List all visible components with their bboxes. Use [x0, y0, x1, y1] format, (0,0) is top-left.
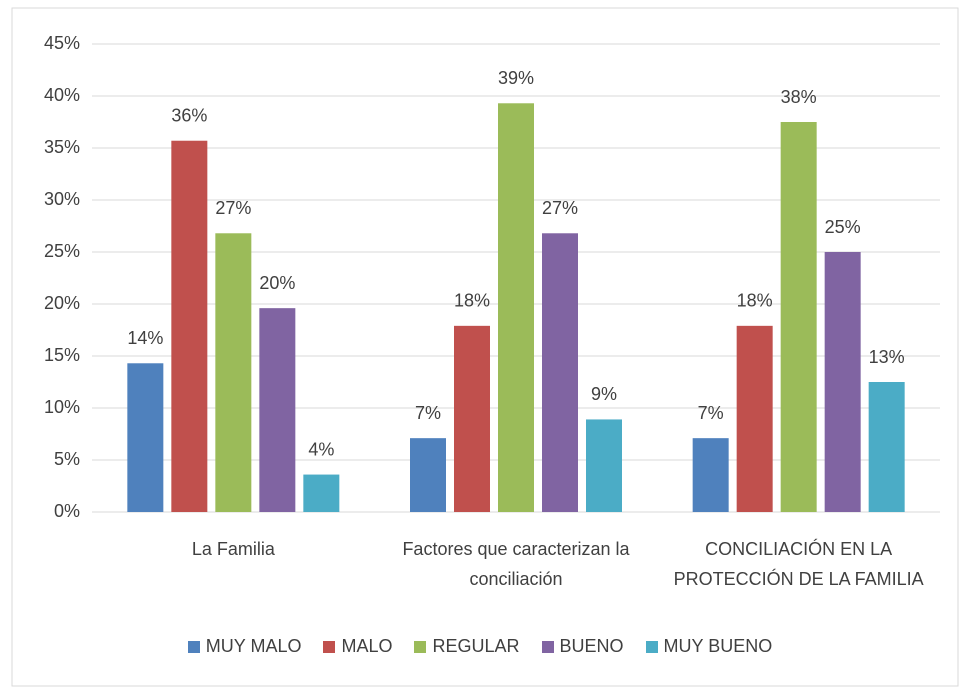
legend-swatch	[187, 640, 200, 653]
bar	[736, 325, 773, 512]
data-label: 18%	[454, 291, 490, 311]
data-label: 14%	[127, 328, 163, 348]
x-tick-label: La Familia	[191, 539, 275, 559]
bar	[692, 438, 729, 512]
legend-item: MUY MALO	[187, 636, 302, 657]
data-label: 7%	[698, 403, 724, 423]
bar	[171, 140, 208, 512]
data-label: 9%	[591, 384, 617, 404]
bar	[303, 474, 340, 512]
legend-item: MALO	[323, 636, 392, 657]
y-tick-label: 20%	[44, 293, 80, 313]
legend-item: BUENO	[541, 636, 624, 657]
y-tick-label: 0%	[54, 501, 80, 521]
legend-swatch	[645, 640, 658, 653]
bar	[215, 233, 252, 512]
bar	[454, 325, 490, 512]
legend-swatch	[323, 640, 336, 653]
legend-item: MUY BUENO	[645, 636, 773, 657]
bar	[498, 103, 534, 512]
y-tick-label: 25%	[44, 241, 80, 261]
x-tick-label: Factores que caracterizan la conciliació…	[402, 539, 630, 589]
legend-label: MUY BUENO	[663, 636, 773, 656]
bar	[824, 252, 861, 512]
y-tick-label: 40%	[44, 85, 80, 105]
data-label: 39%	[498, 68, 534, 88]
data-label: 20%	[259, 273, 295, 293]
bar	[410, 438, 446, 512]
x-tick-label: CONCILIACIÓN EN LA PROTECCIÓN DE LA FAMI…	[673, 539, 924, 589]
bar	[542, 233, 578, 512]
data-label: 38%	[781, 87, 817, 107]
legend-label: MUY MALO	[205, 636, 302, 656]
data-label: 4%	[308, 439, 334, 459]
y-tick-label: 30%	[44, 189, 80, 209]
data-label: 25%	[825, 217, 861, 237]
legend-swatch	[414, 640, 427, 653]
legend-swatch	[541, 640, 554, 653]
y-tick-label: 5%	[54, 449, 80, 469]
bar	[127, 363, 164, 512]
y-tick-label: 35%	[44, 137, 80, 157]
data-label: 36%	[171, 105, 207, 125]
chart-border	[11, 7, 959, 687]
y-tick-label: 10%	[44, 397, 80, 417]
legend-label: REGULAR	[432, 636, 520, 656]
y-tick-label: 15%	[44, 345, 80, 365]
legend-item: REGULAR	[414, 636, 520, 657]
data-label: 27%	[542, 198, 578, 218]
data-label: 13%	[869, 347, 905, 367]
bar	[780, 122, 817, 512]
data-label: 27%	[215, 198, 251, 218]
legend: MUY MALO MALO REGULAR BUENO MUY BUENO	[0, 636, 960, 657]
data-label: 7%	[415, 403, 441, 423]
legend-label: BUENO	[559, 636, 624, 656]
bar	[259, 308, 296, 512]
legend-label: MALO	[341, 636, 393, 656]
data-label: 18%	[737, 291, 773, 311]
bar	[586, 419, 622, 512]
bar	[868, 382, 905, 512]
y-tick-label: 45%	[44, 33, 80, 53]
